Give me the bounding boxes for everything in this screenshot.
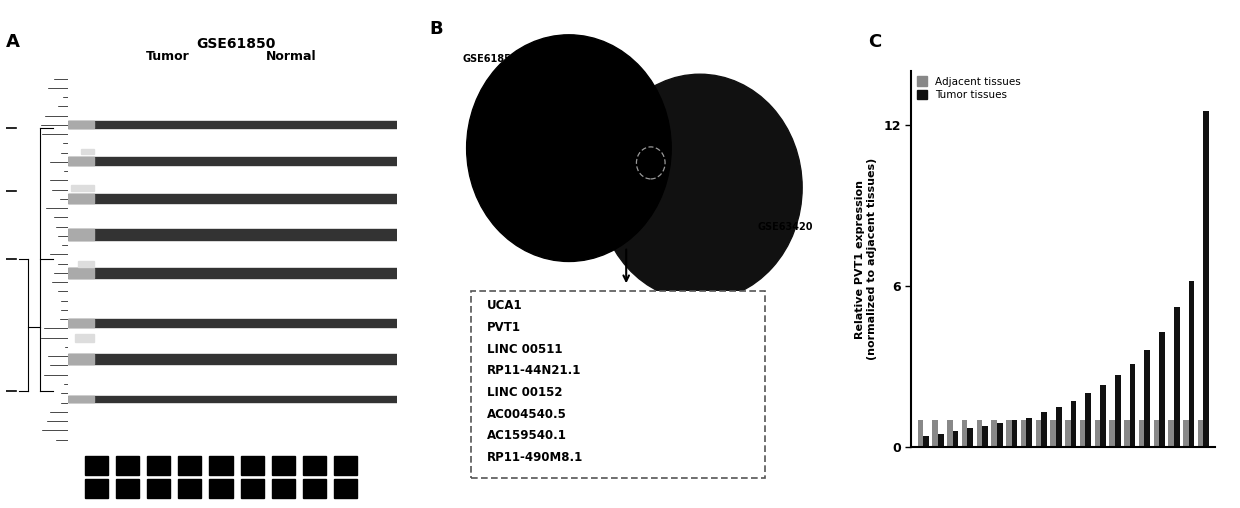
Bar bbox=[1006, 420, 1012, 447]
Bar bbox=[68, 268, 397, 278]
Bar bbox=[1110, 420, 1115, 447]
Text: RP11-490M8.1: RP11-490M8.1 bbox=[487, 451, 583, 464]
Bar bbox=[952, 431, 959, 447]
Bar bbox=[68, 156, 397, 165]
Bar bbox=[1021, 420, 1027, 447]
Bar bbox=[68, 229, 94, 240]
Bar bbox=[1153, 420, 1159, 447]
Bar bbox=[977, 420, 982, 447]
Bar bbox=[1042, 412, 1047, 447]
Bar bbox=[115, 479, 139, 498]
Ellipse shape bbox=[598, 74, 802, 301]
Bar bbox=[303, 456, 326, 475]
Bar bbox=[179, 479, 201, 498]
Bar bbox=[1050, 420, 1056, 447]
Text: AC004540.5: AC004540.5 bbox=[487, 408, 567, 421]
Bar bbox=[962, 420, 967, 447]
Bar bbox=[1189, 280, 1194, 447]
Bar bbox=[179, 456, 201, 475]
Bar bbox=[1203, 111, 1209, 447]
Text: GSE61850: GSE61850 bbox=[196, 37, 275, 51]
Bar bbox=[1174, 307, 1179, 447]
Bar bbox=[1080, 420, 1085, 447]
Text: Tumor: Tumor bbox=[145, 50, 190, 64]
Bar bbox=[74, 334, 94, 342]
Bar bbox=[115, 456, 139, 475]
Bar bbox=[1035, 420, 1042, 447]
Bar bbox=[1100, 385, 1106, 447]
Bar bbox=[982, 426, 988, 447]
Bar bbox=[303, 479, 326, 498]
Text: GSE61850: GSE61850 bbox=[463, 54, 518, 65]
Bar bbox=[924, 436, 929, 447]
Bar bbox=[937, 434, 944, 447]
Bar bbox=[335, 456, 357, 475]
Bar bbox=[210, 456, 233, 475]
Bar bbox=[68, 194, 94, 203]
Text: A: A bbox=[6, 33, 20, 51]
Bar bbox=[148, 479, 170, 498]
Bar bbox=[68, 268, 94, 278]
Bar bbox=[68, 229, 397, 240]
Bar bbox=[1138, 420, 1145, 447]
Bar bbox=[272, 479, 295, 498]
Bar bbox=[68, 354, 397, 364]
Bar bbox=[78, 261, 94, 267]
Bar bbox=[68, 121, 94, 128]
FancyBboxPatch shape bbox=[471, 291, 765, 479]
Ellipse shape bbox=[466, 35, 671, 262]
Bar bbox=[68, 354, 94, 364]
Bar bbox=[1095, 420, 1100, 447]
Bar bbox=[335, 479, 357, 498]
Bar bbox=[991, 420, 997, 447]
Bar bbox=[1056, 407, 1061, 447]
Bar bbox=[1115, 374, 1121, 447]
Bar bbox=[84, 456, 108, 475]
Bar bbox=[241, 479, 264, 498]
Bar bbox=[68, 194, 397, 203]
Bar bbox=[68, 319, 94, 327]
Text: RP11-44N21.1: RP11-44N21.1 bbox=[487, 364, 582, 377]
Bar bbox=[68, 396, 397, 402]
Bar bbox=[84, 479, 108, 498]
Bar bbox=[1130, 364, 1136, 447]
Bar bbox=[72, 184, 94, 192]
Bar bbox=[148, 456, 170, 475]
Text: C: C bbox=[868, 33, 882, 51]
Text: UCA1: UCA1 bbox=[487, 299, 523, 312]
Bar bbox=[1145, 351, 1149, 447]
Text: PVT1: PVT1 bbox=[487, 321, 521, 334]
Bar bbox=[1168, 420, 1174, 447]
Bar bbox=[1159, 332, 1164, 447]
Bar bbox=[1183, 420, 1189, 447]
Bar bbox=[241, 456, 264, 475]
Bar bbox=[1012, 420, 1017, 447]
Text: Normal: Normal bbox=[267, 50, 316, 64]
Bar bbox=[1027, 418, 1032, 447]
Bar bbox=[68, 396, 94, 402]
Bar bbox=[68, 319, 397, 327]
Bar bbox=[68, 121, 397, 128]
Bar bbox=[997, 423, 1002, 447]
Text: LINC 00152: LINC 00152 bbox=[487, 386, 563, 399]
Bar bbox=[1198, 420, 1203, 447]
Bar bbox=[947, 420, 952, 447]
Bar bbox=[68, 156, 94, 165]
Text: AC159540.1: AC159540.1 bbox=[487, 429, 567, 442]
Text: GSE63420: GSE63420 bbox=[758, 222, 812, 232]
Text: B: B bbox=[430, 20, 444, 38]
Text: LINC 00511: LINC 00511 bbox=[487, 343, 563, 356]
Y-axis label: Relative PVT1 expression
(normalized to adjacent tissues): Relative PVT1 expression (normalized to … bbox=[854, 158, 877, 360]
Bar bbox=[1065, 420, 1070, 447]
Bar bbox=[272, 456, 295, 475]
Bar bbox=[210, 479, 233, 498]
Bar bbox=[82, 149, 94, 154]
Bar bbox=[1123, 420, 1130, 447]
Bar bbox=[1085, 393, 1091, 447]
Bar bbox=[967, 428, 973, 447]
Bar bbox=[932, 420, 937, 447]
Bar bbox=[918, 420, 924, 447]
Bar bbox=[1070, 401, 1076, 447]
Legend: Adjacent tissues, Tumor tissues: Adjacent tissues, Tumor tissues bbox=[916, 76, 1021, 100]
